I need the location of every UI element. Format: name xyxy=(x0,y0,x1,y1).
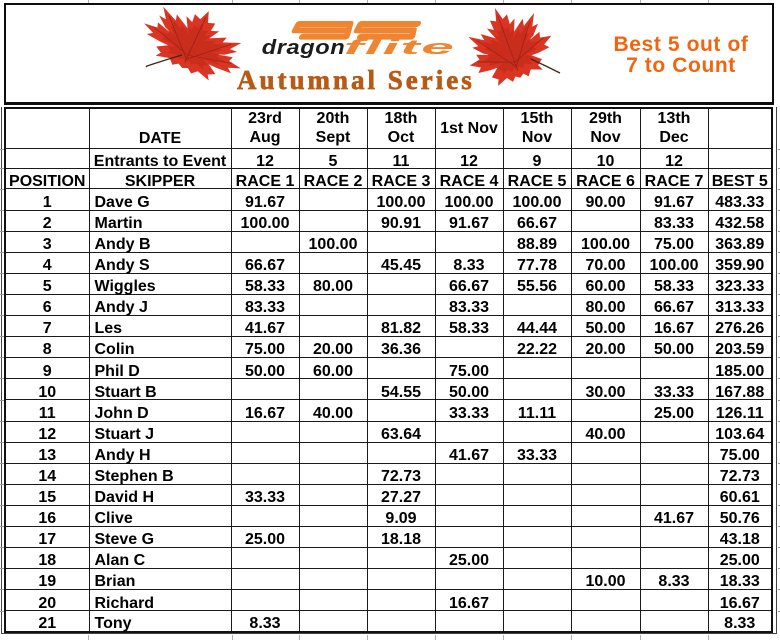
svg-text:dragon: dragon xyxy=(262,36,346,59)
svg-text:flite: flite xyxy=(344,36,455,58)
